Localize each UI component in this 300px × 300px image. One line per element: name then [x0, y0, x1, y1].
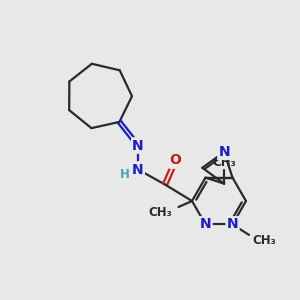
- Text: N: N: [227, 218, 238, 231]
- Text: H: H: [120, 167, 129, 181]
- Text: N: N: [132, 139, 144, 152]
- Text: O: O: [169, 154, 181, 167]
- Text: N: N: [200, 218, 211, 231]
- Text: N: N: [132, 163, 144, 176]
- Text: CH₃: CH₃: [149, 206, 172, 220]
- Text: N: N: [218, 145, 230, 159]
- Text: CH₃: CH₃: [252, 234, 276, 248]
- Text: CH₃: CH₃: [212, 156, 236, 169]
- Text: O: O: [169, 154, 181, 167]
- Text: N: N: [227, 218, 238, 231]
- Text: N: N: [218, 145, 230, 159]
- Text: N: N: [132, 163, 144, 176]
- Text: N: N: [132, 139, 144, 152]
- Text: N: N: [200, 218, 211, 231]
- Text: N: N: [218, 145, 230, 159]
- Text: H: H: [120, 167, 129, 181]
